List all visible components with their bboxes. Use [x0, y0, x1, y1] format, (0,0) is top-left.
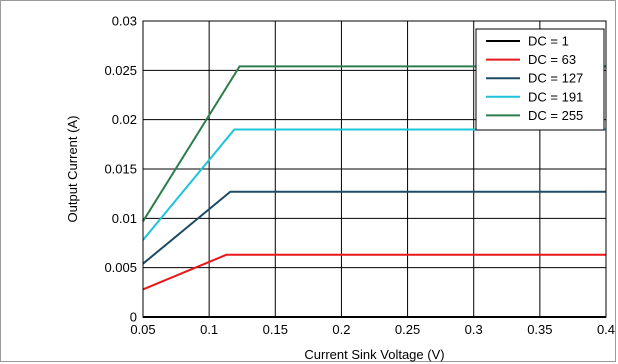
x-tick-label: 0.35: [527, 322, 552, 337]
y-tick-label: 0.015: [104, 162, 137, 177]
legend-label: DC = 127: [528, 71, 583, 86]
y-tick-label: 0.03: [112, 14, 137, 29]
x-axis-title: Current Sink Voltage (V): [304, 347, 444, 362]
x-tick-label: 0.4: [597, 322, 615, 337]
x-tick-label: 0.2: [332, 322, 350, 337]
y-tick-label: 0: [130, 310, 137, 325]
x-tick-label: 0.05: [130, 322, 155, 337]
legend-label: DC = 1: [528, 34, 569, 49]
y-tick-label: 0.005: [104, 260, 137, 275]
legend-label: DC = 255: [528, 108, 583, 123]
y-tick-label: 0.01: [112, 211, 137, 226]
x-tick-label: 0.15: [263, 322, 288, 337]
x-tick-label: 0.3: [465, 322, 483, 337]
y-axis-title: Output Current (A): [65, 116, 80, 223]
y-axis-ticks: 0 0.005 0.01 0.015 0.02 0.025 0.03: [104, 14, 137, 325]
legend-box: [475, 28, 605, 131]
x-tick-label: 0.1: [200, 322, 218, 337]
y-tick-label: 0.025: [104, 63, 137, 78]
legend: DC = 1 DC = 63 DC = 127 DC = 191 DC = 255: [475, 28, 605, 131]
legend-label: DC = 63: [528, 52, 576, 67]
series-line-1: [142, 253, 606, 291]
series-line-3: [142, 128, 606, 241]
x-tick-label: 0.25: [395, 322, 420, 337]
plot-area-border: [142, 20, 607, 318]
x-axis-ticks: 0.05 0.1 0.15 0.2 0.25 0.3 0.35 0.4: [130, 322, 615, 337]
legend-label: DC = 191: [528, 89, 583, 104]
series-line-2: [142, 190, 606, 265]
y-tick-label: 0.02: [112, 112, 137, 127]
